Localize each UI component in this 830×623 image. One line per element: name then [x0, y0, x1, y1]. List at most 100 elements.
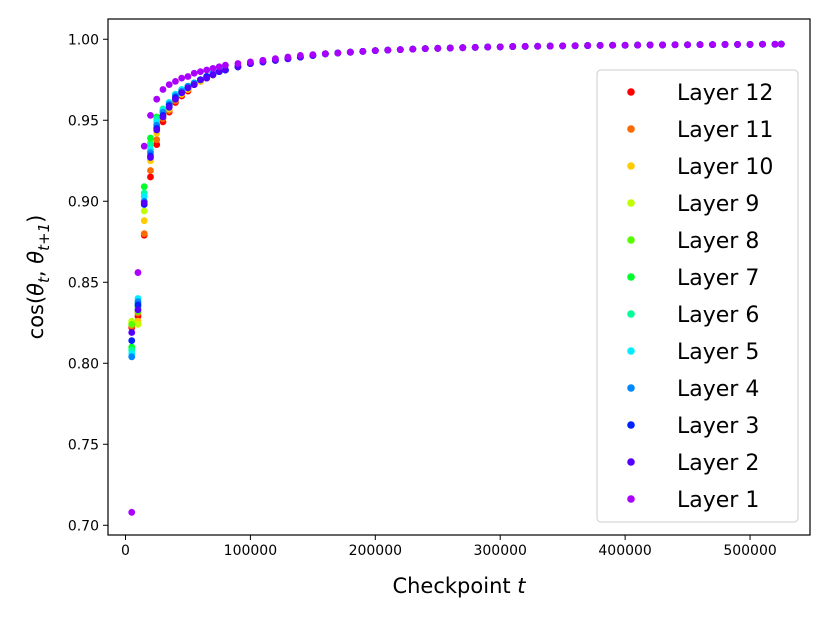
data-point [215, 68, 223, 76]
data-point [222, 61, 229, 69]
legend-marker [627, 310, 635, 318]
data-point [153, 141, 161, 148]
data-point [621, 41, 629, 49]
data-point [147, 154, 154, 161]
series-layer-1 [128, 40, 785, 516]
data-point [684, 41, 691, 49]
data-point [321, 50, 329, 58]
data-point [346, 48, 354, 56]
data-point [284, 53, 292, 61]
data-point [203, 74, 211, 82]
data-point [140, 193, 148, 200]
data-point [134, 320, 142, 328]
x-axis-title-text: Checkpoint [392, 574, 510, 598]
data-point [184, 84, 192, 92]
data-point [153, 95, 161, 103]
data-point [147, 167, 154, 174]
x-tick-label: 200000 [349, 543, 402, 559]
y-axis-title: cos(θt, θt+1) [24, 215, 53, 340]
data-point [521, 42, 529, 50]
data-point [134, 269, 142, 276]
data-point [484, 43, 492, 51]
data-point [197, 76, 204, 84]
data-point [209, 71, 217, 79]
data-point [134, 301, 142, 309]
data-point [165, 103, 173, 111]
data-point [172, 95, 179, 103]
data-point [534, 42, 542, 50]
data-point [509, 43, 517, 50]
data-point [234, 60, 242, 67]
legend-label: Layer 10 [677, 155, 773, 180]
y-title-subscript-2: t+1 [35, 223, 53, 251]
data-point [771, 40, 779, 48]
y-title-prefix: cos( [24, 296, 48, 340]
data-point [396, 46, 404, 54]
legend-label: Layer 12 [677, 81, 773, 106]
data-point [178, 89, 186, 97]
data-point [140, 207, 148, 215]
legend-marker [627, 199, 635, 207]
data-point [209, 65, 217, 72]
y-tick-label: 0.95 [68, 113, 99, 129]
data-point [190, 69, 198, 77]
legend-label: Layer 5 [677, 340, 759, 365]
data-point [459, 44, 467, 52]
data-point [190, 81, 198, 89]
data-point [777, 40, 785, 48]
y-tick-label: 0.85 [68, 275, 99, 291]
data-point [153, 126, 161, 134]
data-point [203, 66, 211, 74]
x-tick-label: 500000 [723, 543, 776, 559]
y-title-theta-2: θ [24, 251, 48, 264]
legend: Layer 12 Layer 11 Layer 10 Layer 9 Layer 8 La… [596, 69, 799, 523]
legend-label: Layer 1 [677, 488, 759, 513]
data-point [696, 41, 704, 48]
legend-label: Layer 6 [677, 303, 759, 328]
plot-frame [107, 18, 811, 536]
data-point [128, 353, 136, 361]
data-point [734, 41, 741, 48]
data-point [471, 43, 479, 51]
data-point [446, 44, 454, 52]
data-point [128, 320, 136, 328]
data-point [147, 173, 154, 181]
data-point [128, 337, 136, 344]
data-point [222, 66, 229, 74]
x-tick-label: 0 [121, 543, 130, 559]
legend-marker [627, 162, 635, 170]
data-point [609, 41, 617, 49]
data-point [147, 134, 154, 142]
x-axis-title-variable: t [517, 574, 526, 598]
x-tick-label: 300000 [473, 543, 526, 559]
data-point [140, 183, 148, 191]
legend-label: Layer 9 [677, 192, 759, 217]
y-tick-label: 0.80 [68, 356, 99, 372]
y-tick-label: 1.00 [68, 32, 99, 48]
data-point [746, 41, 754, 48]
data-point [496, 43, 504, 51]
data-point [559, 42, 567, 50]
y-title-suffix: ) [24, 215, 48, 223]
data-point [147, 141, 154, 148]
data-point [671, 41, 679, 49]
data-point [159, 86, 167, 93]
data-point [384, 46, 392, 54]
y-tick-label: 0.70 [68, 518, 99, 534]
data-point [215, 63, 223, 71]
data-point [271, 55, 279, 63]
data-point [546, 42, 554, 50]
y-tick-label: 0.75 [68, 437, 99, 453]
y-axis: 0.70 0.75 0.80 0.85 0.90 0.95 1.00 [68, 32, 108, 534]
data-point [371, 47, 379, 54]
data-point [434, 44, 442, 52]
legend-marker [627, 458, 635, 466]
data-point [646, 41, 654, 49]
data-point [659, 41, 667, 49]
y-title-subscript-1: t [35, 276, 53, 283]
data-point [153, 136, 161, 144]
data-point [197, 68, 204, 76]
legend-marker [627, 421, 635, 429]
data-point [159, 113, 167, 121]
